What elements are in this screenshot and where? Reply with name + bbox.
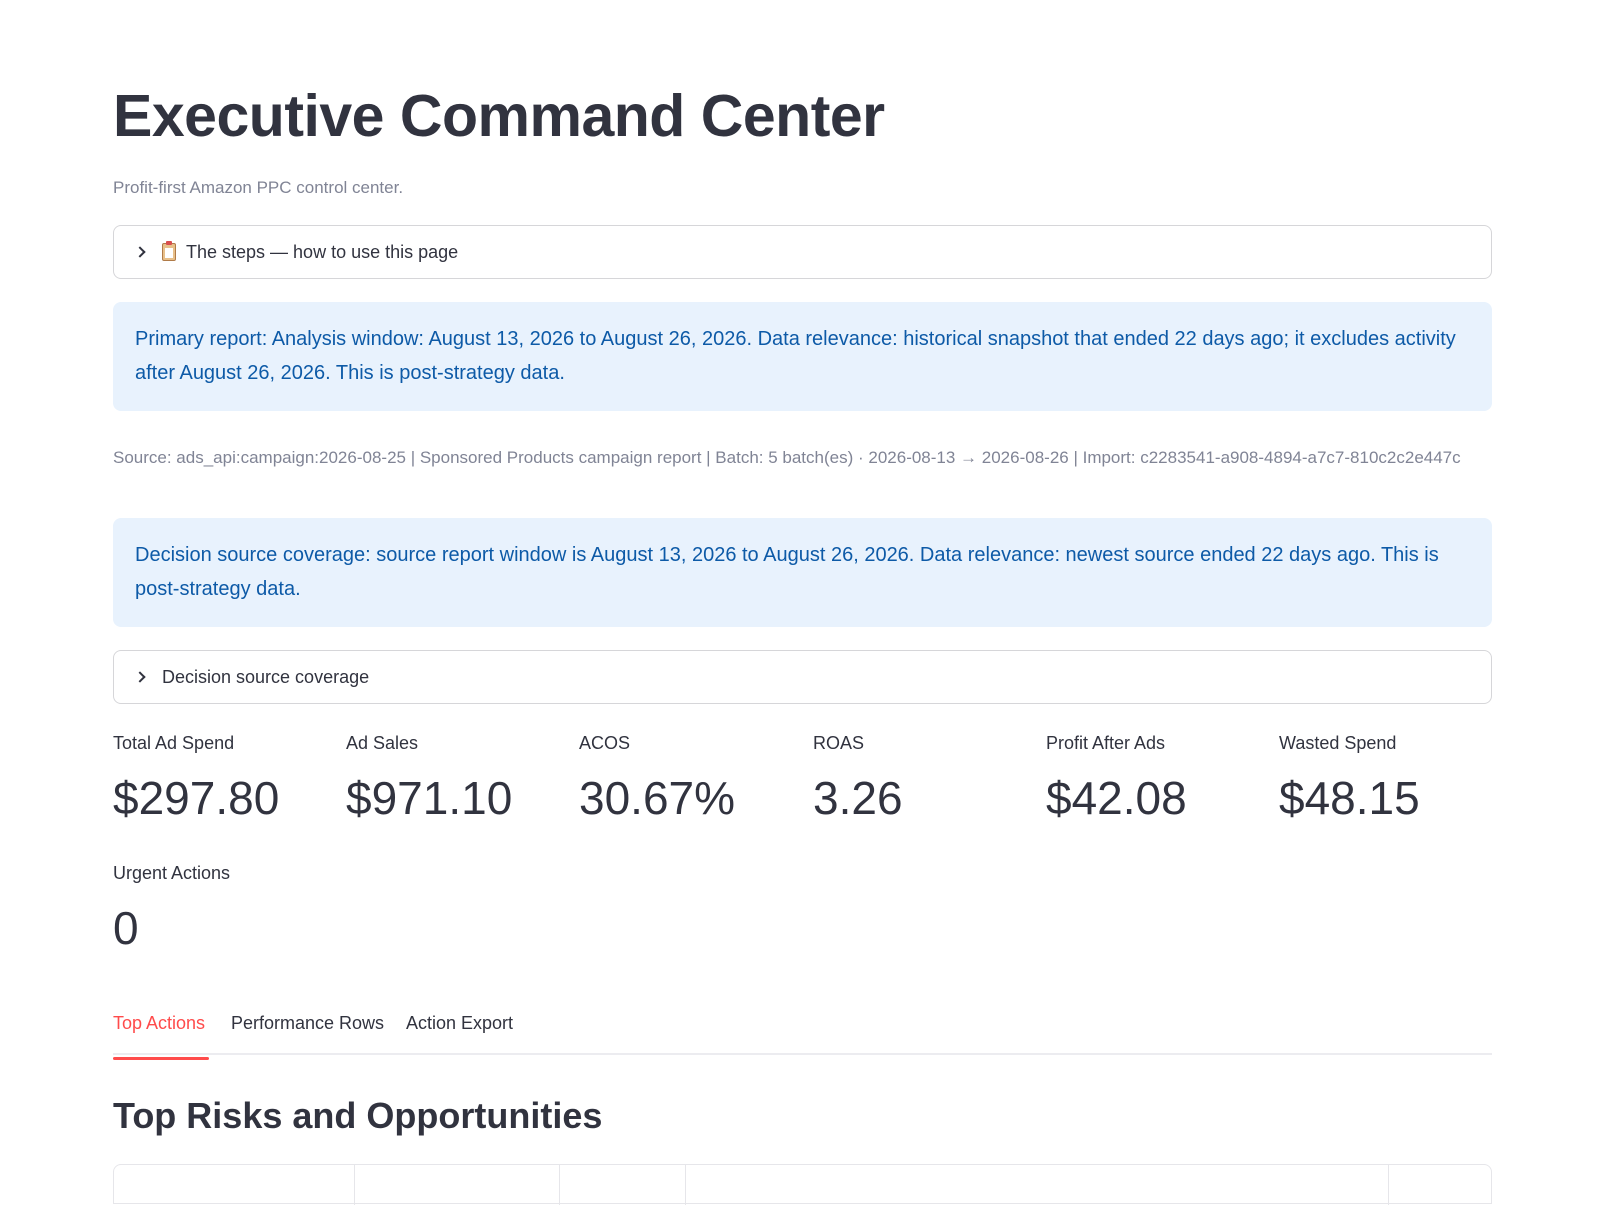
page-caption: Profit-first Amazon PPC control center.	[113, 178, 404, 197]
steps-expander-label: The steps — how to use this page	[186, 241, 459, 262]
metric-roas: ROAS 3.26	[813, 730, 1043, 828]
active-tab-indicator	[113, 1057, 209, 1060]
metric-value: 30.67%	[579, 772, 736, 824]
chevron-right-icon	[134, 245, 148, 259]
top-risks-table[interactable]	[113, 1164, 1492, 1205]
tab-top-actions[interactable]: Top Actions	[113, 1013, 209, 1060]
metric-label: ROAS	[813, 733, 865, 753]
metric-label: Total Ad Spend	[113, 733, 235, 753]
table-column-divider	[685, 1165, 686, 1205]
metric-label: Wasted Spend	[1279, 733, 1397, 753]
section-title: Top Risks and Opportunities	[113, 1095, 603, 1136]
page-title: Executive Command Center	[113, 83, 885, 149]
chevron-right-icon	[134, 670, 148, 684]
tab-label: Action Export	[406, 1013, 514, 1033]
metric-label: Ad Sales	[346, 733, 419, 753]
metric-label: Urgent Actions	[113, 863, 231, 883]
metric-wasted-spend: Wasted Spend $48.15	[1279, 730, 1509, 828]
tab-label: Performance Rows	[231, 1013, 385, 1033]
metric-ad-sales: Ad Sales $971.10	[346, 730, 576, 828]
table-column-divider	[559, 1165, 560, 1205]
table-column-divider	[1388, 1165, 1389, 1205]
metric-value: $297.80	[113, 772, 280, 824]
steps-expander[interactable]: The steps — how to use this page	[113, 225, 1492, 279]
metric-value: 0	[113, 902, 139, 954]
metric-value: $42.08	[1046, 772, 1187, 824]
metric-label: Profit After Ads	[1046, 733, 1166, 753]
metric-profit-after-ads: Profit After Ads $42.08	[1046, 730, 1276, 828]
metric-label: ACOS	[579, 733, 631, 753]
tab-action-export[interactable]: Action Export	[406, 1013, 513, 1051]
metric-acos: ACOS 30.67%	[579, 730, 809, 828]
clipboard-icon	[162, 241, 176, 261]
coverage-expander[interactable]: Decision source coverage	[113, 650, 1492, 704]
metric-value: $48.15	[1279, 772, 1420, 824]
tab-performance-rows[interactable]: Performance Rows	[231, 1013, 384, 1051]
tab-label: Top Actions	[113, 1013, 206, 1033]
metric-value: 3.26	[813, 772, 903, 824]
table-column-divider	[354, 1165, 355, 1205]
coverage-expander-label: Decision source coverage	[162, 666, 370, 687]
metric-urgent-actions: Urgent Actions 0	[113, 860, 343, 958]
tab-bar: Top Actions Performance Rows Action Expo…	[113, 1005, 1492, 1060]
metric-total-ad-spend: Total Ad Spend $297.80	[113, 730, 343, 828]
primary-report-info: Primary report: Analysis window: August …	[113, 302, 1492, 411]
coverage-info: Decision source coverage: source report …	[113, 518, 1492, 627]
metric-value: $971.10	[346, 772, 513, 824]
source-line: Source: ads_api:campaign:2026-08-25 | Sp…	[113, 448, 1461, 467]
